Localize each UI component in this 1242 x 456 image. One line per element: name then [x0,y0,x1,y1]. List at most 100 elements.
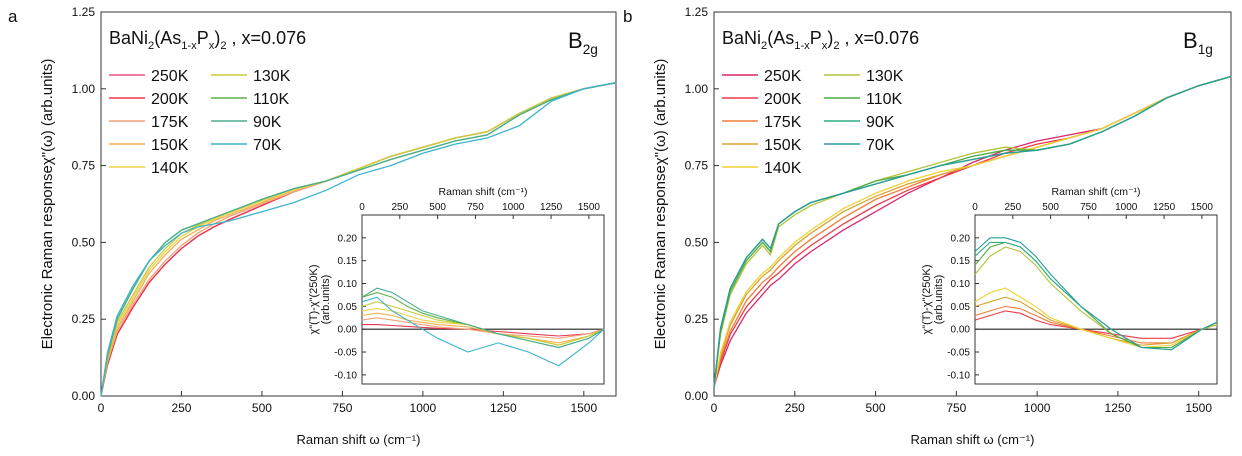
inset-series-line-130K [361,301,605,346]
chart-title-part: 1-x [181,40,197,52]
inset-y-tick-label: 0.00 [338,325,358,336]
x-tick-label: 500 [252,401,272,415]
series-line-90K [100,82,617,397]
panel-a: 0 250 500 750 1000 1250 1500 0.00 0.25 0.50 0.75 1.… [8,5,617,447]
x-axis-label: Raman shift ω (cm⁻¹) [911,432,1035,447]
y-tick-label: 0.50 [685,235,709,249]
chart-title-part: BaNi [109,28,148,48]
symmetry-label-part: B [1183,28,1198,53]
inset-y-tick-label: -0.05 [334,348,357,359]
inset-frame [974,214,1218,385]
x-tick-label: 750 [332,401,352,415]
x-axis-label: Raman shift ω (cm⁻¹) [297,432,421,447]
inset-plot: 0 250 500 750 1000 1250 1500 -0.10 -0.05 0.00 0.05… [308,186,605,385]
legend-label-70K: 70K [253,137,282,154]
inset-y-tick-label: 0.05 [951,302,971,313]
legend: 250K 200K 175K 150K 140K 130K 110K 90K 70K [722,68,904,177]
x-tick-label: 1250 [490,401,517,415]
inset-x-tick-label: 500 [1042,202,1059,213]
x-tick-label: 0 [711,401,718,415]
y-tick-label: 1.25 [685,5,709,19]
chart-title-part: P [197,28,209,48]
legend-label-200K: 200K [764,91,802,108]
inset-series-line-200K [974,310,1218,339]
chart-title-part: x [822,40,828,52]
series-line-70K [100,82,617,397]
inset-x-tick-label: 1000 [1115,202,1138,213]
chart-title-part: 2 [148,40,154,52]
y-tick-label: 0.00 [685,389,709,403]
inset-y-tick-label: 0.15 [951,256,971,267]
legend-label-175K: 175K [151,114,189,131]
inset-series-line-140K [974,287,1218,349]
y-tick-label: 0.25 [72,312,96,326]
panel-b: 0 250 500 750 1000 1250 1500 0.00 0.25 0.50 0.75 1.… [623,5,1232,447]
inset-y-tick-label: 0.10 [951,279,971,290]
legend-label-90K: 90K [253,114,282,131]
chart-title-part: (As [767,28,794,48]
legend-label-130K: 130K [253,68,291,85]
chart-title-part: BaNi [722,28,761,48]
x-tick-label: 1500 [1185,401,1212,415]
symmetry-label-part: 1g [1198,42,1213,57]
y-axis-label: Electronic Raman responseχ"(ω) (arb.unit… [652,59,669,350]
x-tick-label: 750 [946,401,966,415]
panel-label: a [8,7,18,26]
x-tick-label: 1250 [1105,401,1132,415]
legend-label-250K: 250K [151,68,189,85]
inset-y-axis-label: χ"(T)-χ"(250K) [308,264,320,334]
inset-x-tick-label: 500 [429,202,446,213]
series-line-70K [713,75,1232,387]
x-tick-label: 500 [866,401,886,415]
inset-x-tick-label: 750 [467,202,484,213]
legend-label-150K: 150K [151,137,189,154]
chart-title-part: 1-x [794,40,810,52]
x-tick-label: 1000 [1024,401,1051,415]
y-tick-label: 0.50 [72,235,96,249]
x-tick-label: 1000 [410,401,437,415]
inset-y-axis-label: χ"(T)-χ"(250K) [921,264,933,334]
inset-x-tick-label: 1000 [502,202,525,213]
inset-y-tick-label: 0.15 [338,256,358,267]
series-line-140K [713,75,1232,387]
legend-label-140K: 140K [764,160,802,177]
y-tick-label: 0.75 [72,159,96,173]
x-tick-label: 0 [98,401,105,415]
inset-frame [361,214,605,385]
inset-x-tick-label: 1250 [1153,202,1176,213]
chart-title-part: ) [214,28,220,48]
legend-label-150K: 150K [764,137,802,154]
legend-label-175K: 175K [764,114,802,131]
chart-title-part: , x=0.076 [227,28,307,48]
inset-series-line-90K [361,287,605,349]
inset-y-tick-label: 0.20 [951,233,971,244]
chart-title-part: 2 [220,40,226,52]
inset-y-tick-label: -0.05 [947,348,970,359]
inset-y-tick-label: 0.00 [951,325,971,336]
legend-label-70K: 70K [866,137,895,154]
chart-title-part: x [209,40,215,52]
y-axis-label: Electronic Raman responseχ"(ω) (arb.unit… [39,59,56,350]
inset-y-axis-unit: (arb.units) [320,275,332,325]
legend-label-140K: 140K [151,160,189,177]
inset-y-tick-label: -0.10 [334,370,357,381]
chart-title: BaNi2(As1-xPx)2 , x=0.076 [722,28,919,52]
legend-label-130K: 130K [866,68,904,85]
x-tick-label: 1500 [570,401,597,415]
inset-x-axis-label: Raman shift (cm⁻¹) [1052,186,1141,198]
inset-series-line-70K [974,237,1218,351]
y-tick-label: 1.00 [72,82,96,96]
inset-x-tick-label: 0 [972,202,978,213]
inset-y-axis-unit: (arb.units) [933,275,945,325]
legend-label-110K: 110K [253,91,290,108]
symmetry-label: B1g [1183,28,1213,57]
inset-series-line-150K [974,296,1218,346]
chart-title-part: , x=0.076 [840,28,920,48]
chart-title-part: P [810,28,822,48]
x-tick-label: 250 [785,401,805,415]
y-tick-label: 0.75 [685,159,709,173]
y-tick-label: 0.00 [72,389,96,403]
inset-plot: 0 250 500 750 1000 1250 1500 -0.10 -0.05 0.00 0.05… [921,186,1218,385]
inset-x-tick-label: 1500 [1191,202,1214,213]
